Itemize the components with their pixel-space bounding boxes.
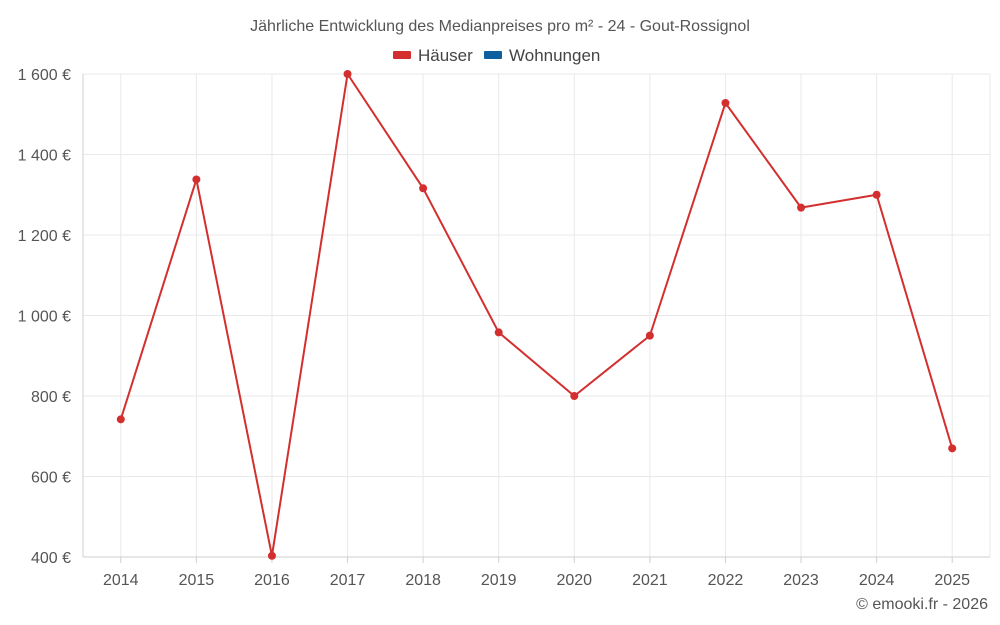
data-point-haeuser-2020[interactable]	[570, 392, 579, 400]
data-point-haeuser-2023[interactable]	[797, 203, 806, 212]
y-tick-label: 400 €	[31, 550, 71, 567]
data-point-haeuser-2015[interactable]	[192, 175, 201, 184]
x-tick-label: 2016	[254, 572, 290, 589]
chart-title: Jährliche Entwicklung des Medianpreises …	[250, 18, 750, 35]
y-tick-label: 1 600 €	[18, 67, 71, 84]
data-point-haeuser-2021[interactable]	[645, 331, 654, 340]
x-tick-label: 2017	[330, 572, 366, 589]
axes	[82, 74, 990, 563]
y-tick-label: 800 €	[31, 389, 71, 406]
y-tick-label: 600 €	[31, 470, 71, 487]
series	[116, 70, 957, 560]
x-tick-label: 2014	[103, 572, 139, 589]
data-point-haeuser-2014[interactable]	[116, 415, 125, 424]
x-tick-label: 2018	[405, 572, 441, 589]
data-point-haeuser-2024[interactable]	[872, 190, 881, 199]
x-tick-label: 2023	[783, 572, 819, 589]
x-tick-label: 2019	[481, 572, 517, 589]
gridlines	[83, 73, 991, 557]
x-tick-label: 2024	[859, 572, 895, 589]
data-point-haeuser-2019[interactable]	[494, 328, 503, 337]
legend-swatch-haeuser	[393, 51, 411, 59]
y-tick-label: 1 200 €	[18, 228, 71, 245]
legend-label-wohnungen: Wohnungen	[509, 46, 600, 65]
series-line-haeuser	[119, 73, 954, 557]
legend-label-haeuser: Häuser	[418, 46, 473, 65]
legend: Häuser Wohnungen	[393, 46, 600, 65]
x-tick-label: 2022	[708, 572, 744, 589]
y-tick-label: 1 400 €	[18, 148, 71, 165]
x-tick-label: 2021	[632, 572, 668, 589]
data-point-haeuser-2018[interactable]	[419, 184, 428, 193]
legend-item-haeuser[interactable]: Häuser	[393, 46, 473, 65]
credit-text: © emooki.fr - 2026	[856, 596, 988, 613]
data-point-haeuser-2016[interactable]	[267, 551, 276, 560]
x-tick-label: 2020	[556, 572, 592, 589]
data-point-haeuser-2025[interactable]	[948, 444, 957, 453]
y-tick-label: 1 000 €	[18, 309, 71, 326]
x-axis-ticks: 2014 2015 2016 2017 2018 2019 2020 2021 2022 2023…	[103, 572, 970, 589]
x-tick-label: 2025	[934, 572, 970, 589]
legend-item-wohnungen[interactable]: Wohnungen	[484, 46, 600, 65]
y-axis-ticks: 400 € 600 € 800 € 1 000 € 1 200 € 1 400 € 1 60…	[18, 67, 71, 567]
x-tick-label: 2015	[179, 572, 215, 589]
data-point-haeuser-2022[interactable]	[721, 98, 730, 107]
legend-swatch-wohnungen	[484, 51, 502, 59]
data-point-haeuser-2017[interactable]	[343, 70, 352, 78]
